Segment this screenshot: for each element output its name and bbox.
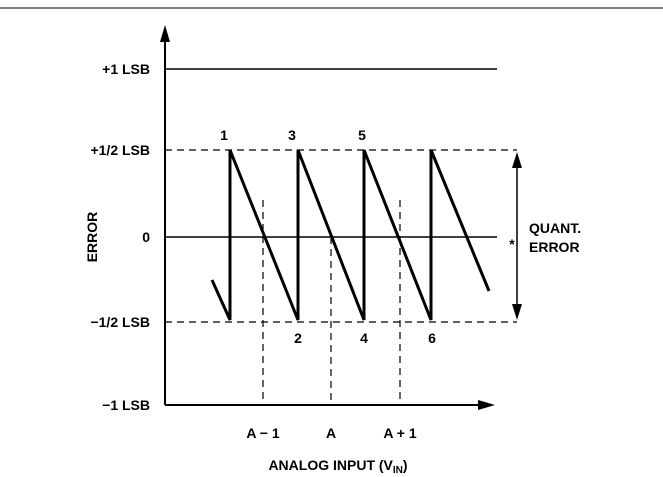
- quant-error-label-line2: ERROR: [529, 239, 580, 255]
- y-tick-plus-one-lsb: +1 LSB: [102, 61, 150, 77]
- y-tick-zero: 0: [142, 229, 150, 245]
- quant-error-asterisk: *: [509, 236, 515, 252]
- x-axis-label-subscript: IN: [393, 465, 403, 476]
- quant-error-label-line1: QUANT.: [529, 220, 581, 236]
- point-label-4: 4: [360, 330, 368, 346]
- quantization-error-sawtooth: [210, 149, 491, 321]
- quant-error-arrow-up: [512, 152, 522, 168]
- y-tick-minus-half-lsb: −1/2 LSB: [90, 314, 150, 330]
- x-tick-a: A: [326, 425, 336, 441]
- x-axis-label-close: ): [403, 457, 408, 473]
- x-axis-arrowhead: [478, 400, 495, 410]
- y-axis-label: ERROR: [84, 212, 100, 263]
- x-tick-a-plus-1: A + 1: [383, 425, 417, 441]
- point-label-5: 5: [358, 127, 366, 143]
- point-label-6: 6: [428, 330, 436, 346]
- y-tick-minus-one-lsb: −1 LSB: [102, 397, 150, 413]
- x-axis-label-main: ANALOG INPUT (V: [268, 457, 393, 473]
- point-label-2: 2: [294, 330, 302, 346]
- point-label-3: 3: [288, 127, 296, 143]
- point-label-1: 1: [220, 127, 228, 143]
- y-axis-arrowhead: [160, 25, 170, 42]
- x-axis-label: ANALOG INPUT (VIN): [268, 457, 407, 476]
- x-tick-a-minus-1: A − 1: [246, 425, 280, 441]
- y-tick-plus-half-lsb: +1/2 LSB: [90, 142, 150, 158]
- quant-error-arrow-down: [512, 304, 522, 320]
